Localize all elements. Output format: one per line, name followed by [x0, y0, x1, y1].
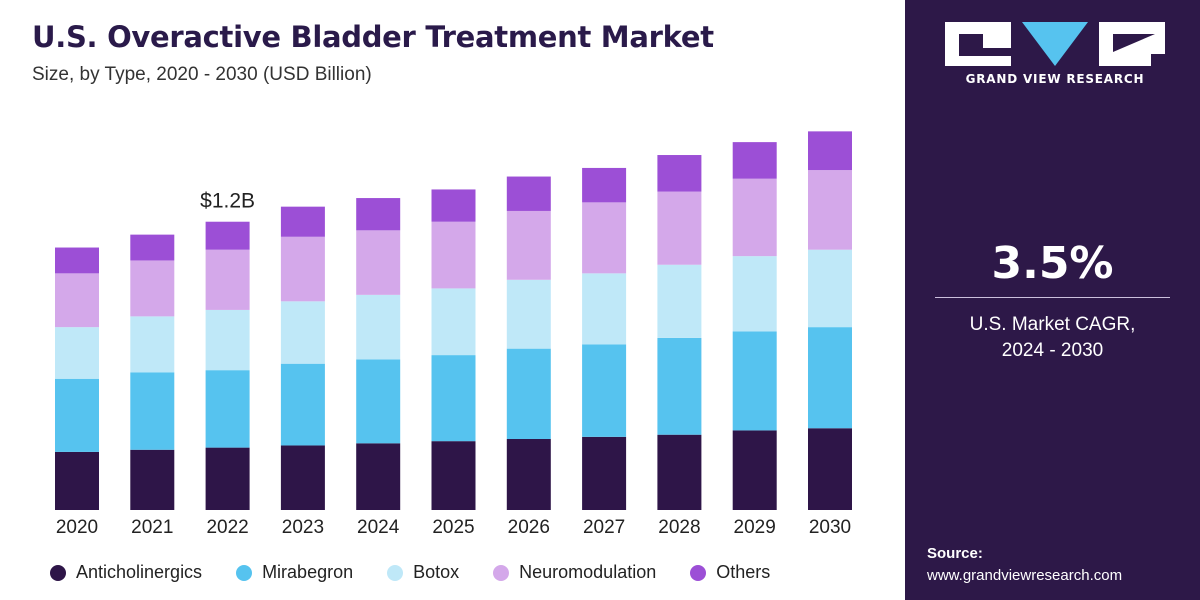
bar-2021-neuromodulation — [130, 260, 175, 317]
page-subtitle: Size, by Type, 2020 - 2030 (USD Billion) — [32, 64, 372, 85]
bar-2024-anticholinergics — [356, 443, 401, 510]
bar-2022-others — [205, 221, 250, 250]
source-label: Source: — [927, 545, 983, 562]
source-url[interactable]: www.grandviewresearch.com — [927, 567, 1123, 584]
bar-2021-anticholinergics — [130, 449, 175, 510]
bar-2030-mirabegron — [808, 327, 852, 429]
bar-2028-mirabegron — [657, 337, 702, 435]
cagr-label: U.S. Market CAGR, 2024 - 2030 — [935, 312, 1170, 364]
bar-2029-neuromodulation — [732, 178, 777, 257]
legend-item-anticholinergics: Anticholinergics — [50, 562, 202, 583]
x-tick-label: 2030 — [809, 517, 851, 538]
x-tick-label: 2028 — [658, 517, 700, 538]
x-tick-label: 2020 — [56, 517, 98, 538]
bar-total-annotation: $1.2B — [200, 190, 255, 213]
bar-2020-mirabegron — [55, 378, 99, 452]
bar-2029-anticholinergics — [732, 430, 777, 510]
legend-swatch — [236, 564, 253, 581]
x-tick-label: 2025 — [432, 517, 474, 538]
bar-2024-neuromodulation — [356, 230, 401, 295]
bar-2028-botox — [657, 264, 702, 338]
bar-2029-mirabegron — [732, 331, 777, 431]
bar-2025-botox — [431, 288, 476, 356]
bar-2026-others — [506, 176, 551, 211]
bar-2024-botox — [356, 294, 401, 360]
bar-2025-neuromodulation — [431, 221, 476, 289]
bar-2022-mirabegron — [205, 370, 250, 448]
x-tick-label: 2024 — [357, 517, 400, 538]
bar-2025-others — [431, 189, 476, 222]
legend-item-others: Others — [690, 562, 770, 583]
bar-2026-mirabegron — [506, 348, 551, 440]
bar-2020-botox — [55, 327, 99, 379]
legend-item-botox: Botox — [387, 562, 459, 583]
bar-2029-others — [732, 142, 777, 179]
brand-name: GRAND VIEW RESEARCH — [965, 72, 1145, 86]
x-tick-label: 2027 — [583, 517, 625, 538]
x-tick-label: 2022 — [206, 517, 248, 538]
legend-item-neuromodulation: Neuromodulation — [493, 562, 656, 583]
x-tick-label: 2023 — [282, 517, 324, 538]
legend-swatch — [387, 564, 404, 581]
cagr-divider — [935, 297, 1170, 298]
x-tick-label: 2026 — [508, 517, 550, 538]
bar-2028-anticholinergics — [657, 434, 702, 510]
bar-2025-mirabegron — [431, 355, 476, 442]
bar-2030-neuromodulation — [808, 170, 852, 250]
bar-2028-others — [657, 155, 702, 192]
page-title: U.S. Overactive Bladder Treatment Market — [32, 20, 714, 54]
bar-2022-anticholinergics — [205, 447, 250, 510]
logo-mark-icon — [945, 22, 1165, 66]
bar-2022-neuromodulation — [205, 249, 250, 310]
legend-swatch — [690, 564, 707, 581]
bar-2026-anticholinergics — [506, 439, 551, 510]
bar-2030-others — [808, 131, 852, 171]
bar-2020-neuromodulation — [55, 273, 99, 328]
legend-swatch — [50, 564, 66, 581]
bar-2027-mirabegron — [582, 344, 627, 437]
bar-2027-anticholinergics — [582, 436, 627, 510]
bar-2026-botox — [506, 279, 551, 349]
bar-2027-neuromodulation — [582, 202, 627, 274]
legend-label: Botox — [413, 562, 460, 582]
bar-2021-mirabegron — [130, 372, 175, 450]
bar-2030-botox — [808, 249, 852, 328]
bar-2021-botox — [130, 316, 175, 373]
bar-2025-anticholinergics — [431, 441, 476, 510]
cagr-label-line2: 2024 - 2030 — [1001, 340, 1104, 361]
cagr-label-line1: U.S. Market CAGR, — [969, 314, 1136, 335]
bar-2023-neuromodulation — [280, 236, 325, 302]
bar-2023-anticholinergics — [280, 445, 325, 510]
legend-label: Neuromodulation — [519, 562, 657, 582]
bar-2023-botox — [280, 301, 325, 364]
bar-2026-neuromodulation — [506, 210, 551, 280]
bar-2023-mirabegron — [280, 363, 325, 446]
legend-label: Others — [716, 562, 771, 582]
bar-2021-others — [130, 234, 175, 261]
grand-view-research-logo: GRAND VIEW RESEARCH — [945, 22, 1165, 92]
bar-2030-anticholinergics — [808, 428, 852, 510]
legend-label: Anticholinergics — [76, 562, 203, 582]
chart-panel: U.S. Overactive Bladder Treatment Market… — [32, 20, 852, 583]
cagr-value: 3.5% — [991, 238, 1114, 289]
bar-2029-botox — [732, 256, 777, 332]
bar-2024-others — [356, 198, 401, 231]
summary-panel: GRAND VIEW RESEARCH 3.5% U.S. Market CAG… — [905, 0, 1200, 600]
stacked-bar-chart: 2020 2021 2022 2023 2024 2025 2026 2027 2028 2029… — [55, 131, 852, 538]
bar-2028-neuromodulation — [657, 191, 702, 265]
bar-2024-mirabegron — [356, 359, 401, 444]
bar-2020-anticholinergics — [55, 451, 99, 510]
bar-2027-botox — [582, 273, 627, 345]
bar-2020-others — [55, 247, 99, 274]
bar-2022-botox — [205, 309, 250, 371]
chart-legend: Anticholinergics Mirabegron Botox Neuromodu… — [50, 562, 770, 583]
legend-item-mirabegron: Mirabegron — [236, 562, 353, 583]
x-tick-label: 2029 — [734, 517, 776, 538]
bar-2027-others — [582, 167, 627, 203]
legend-swatch — [493, 564, 510, 581]
x-tick-label: 2021 — [131, 517, 173, 538]
bar-2023-others — [280, 206, 325, 237]
legend-label: Mirabegron — [262, 562, 354, 582]
